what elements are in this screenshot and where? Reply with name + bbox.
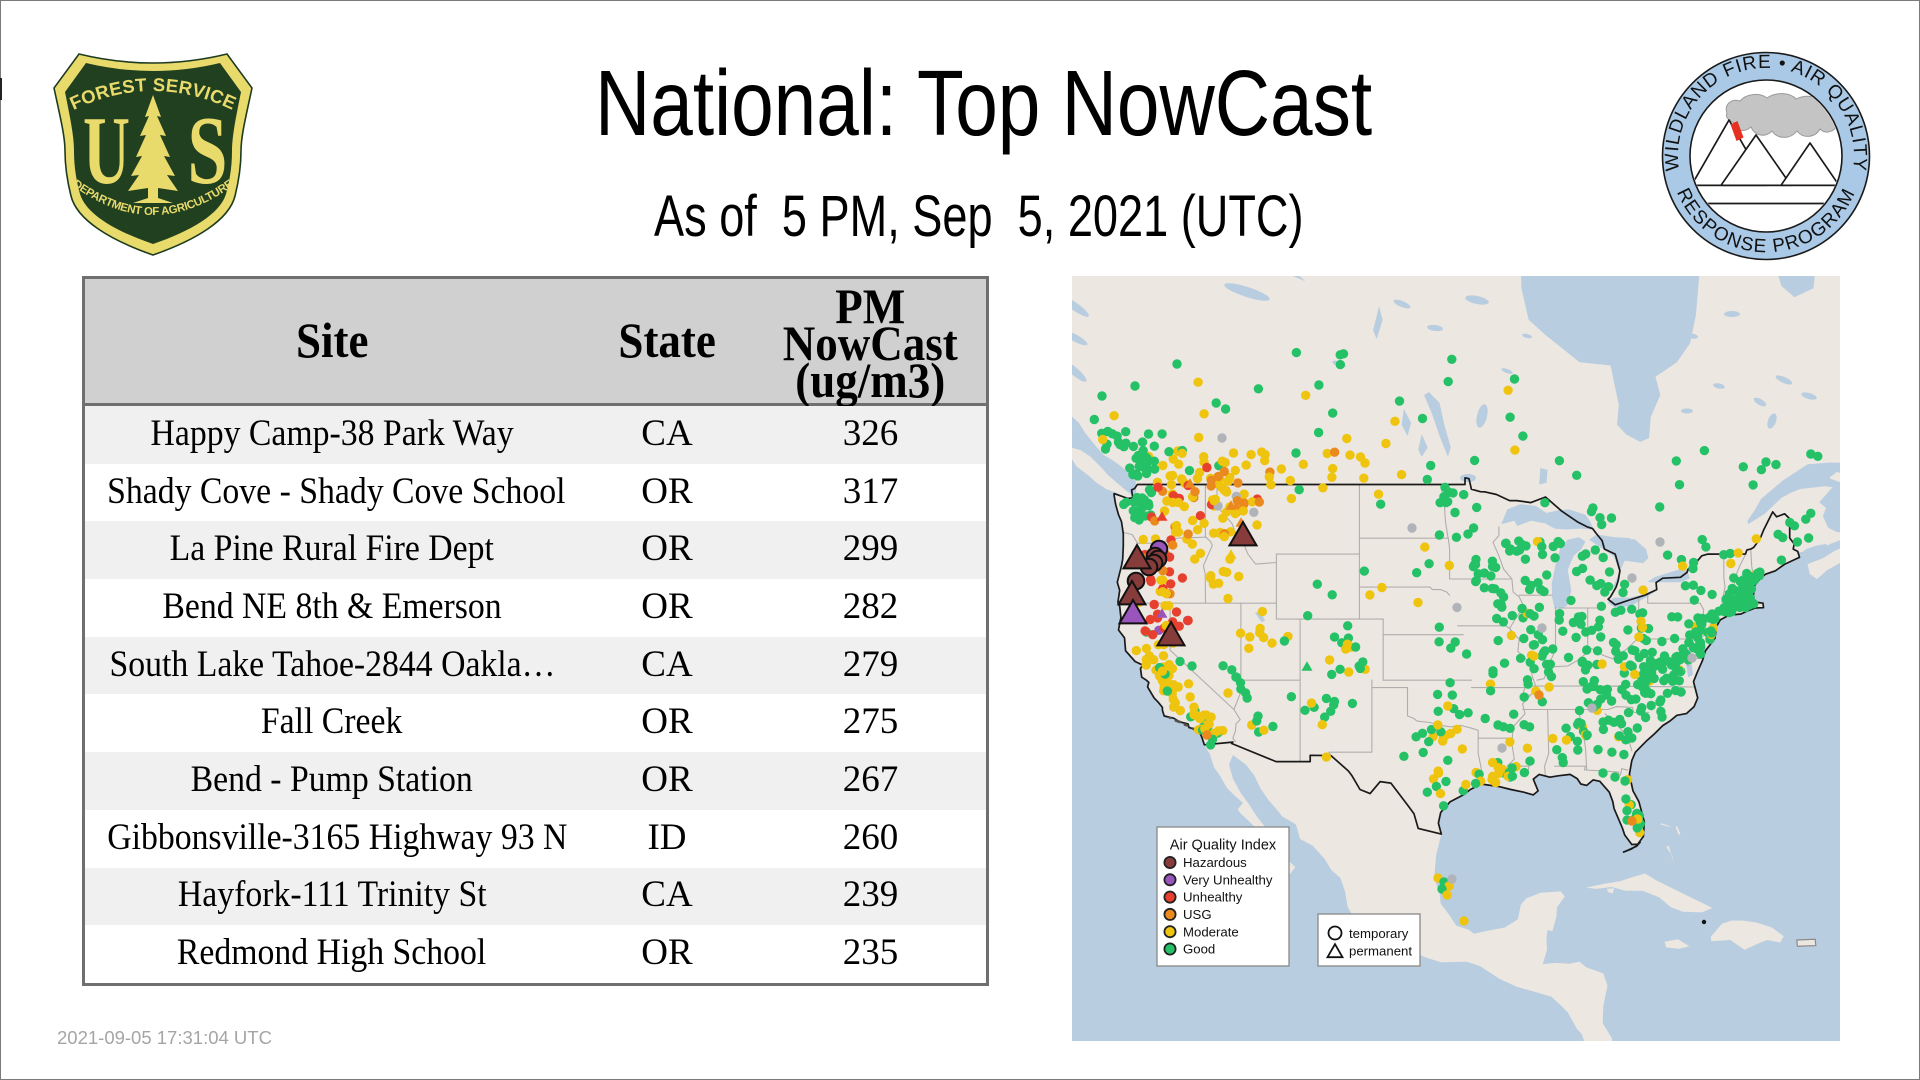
svg-text:Air Quality Index: Air Quality Index: [1170, 838, 1277, 854]
svg-text:permanent: permanent: [1349, 944, 1412, 959]
svg-text:Moderate: Moderate: [1183, 924, 1239, 939]
svg-text:Hazardous: Hazardous: [1183, 855, 1247, 870]
svg-text:S: S: [188, 97, 228, 204]
svg-text:USG: USG: [1183, 907, 1212, 922]
svg-text:Good: Good: [1183, 942, 1215, 957]
svg-text:temporary: temporary: [1349, 926, 1409, 941]
svg-text:U: U: [83, 97, 130, 204]
svg-text:Unhealthy: Unhealthy: [1183, 890, 1243, 905]
svg-text:Very Unhealthy: Very Unhealthy: [1183, 872, 1273, 887]
